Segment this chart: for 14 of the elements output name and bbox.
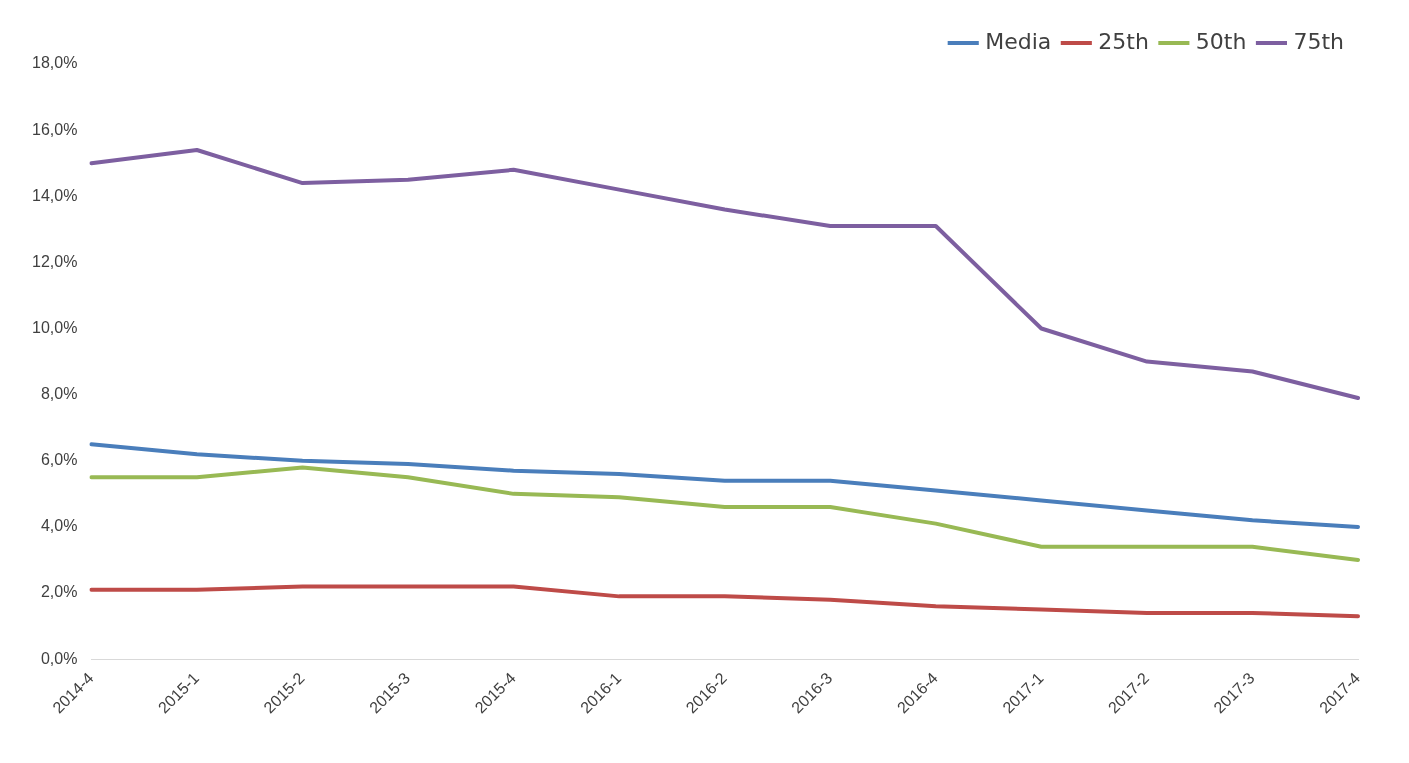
y-tick-label: 18,0% <box>31 54 78 72</box>
y-tick-label: 8,0% <box>40 385 78 403</box>
legend-label: 75th <box>1293 28 1345 54</box>
y-tick-label: 6,0% <box>40 451 78 469</box>
y-tick-label: 16,0% <box>31 120 78 138</box>
y-tick-label: 12,0% <box>31 252 78 270</box>
y-tick-label: 14,0% <box>31 186 78 204</box>
y-tick-label: 2,0% <box>40 583 78 601</box>
legend-label: 50th <box>1195 28 1247 54</box>
legend-label: Media <box>985 28 1052 54</box>
y-tick-label: 0,0% <box>40 649 78 667</box>
legend-label: 25th <box>1098 28 1149 54</box>
y-tick-label: 4,0% <box>40 517 78 535</box>
y-tick-label: 10,0% <box>31 318 78 336</box>
